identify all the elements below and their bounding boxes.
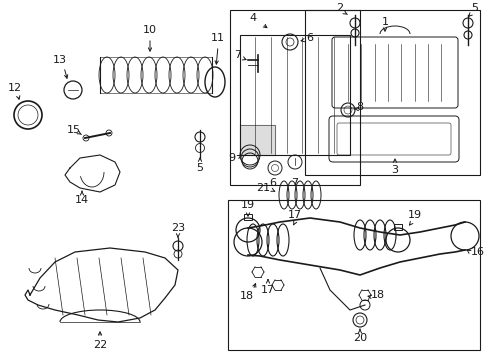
Text: 6: 6 [269,178,276,188]
Text: 7: 7 [291,178,298,188]
Text: 21: 21 [255,183,269,193]
Bar [229,10,359,185]
Text: 19: 19 [407,210,421,220]
Text: 9: 9 [228,153,235,163]
Text: 6: 6 [306,33,313,43]
Text: 13: 13 [53,55,67,65]
Text: 5: 5 [196,163,203,173]
Text: 17: 17 [287,210,302,220]
Bar [305,10,479,175]
Text: 7: 7 [234,50,241,60]
Text: 15: 15 [67,125,81,135]
Text: 2: 2 [336,3,343,13]
Polygon shape [240,125,274,155]
FancyBboxPatch shape [331,37,457,108]
Text: 3: 3 [391,165,398,175]
Circle shape [83,135,89,141]
Text: 17: 17 [261,285,274,295]
Text: 8: 8 [356,102,363,112]
FancyBboxPatch shape [328,116,458,162]
Text: 5: 5 [470,3,478,13]
Text: 18: 18 [370,290,384,300]
Text: 1: 1 [381,17,387,27]
Text: 4: 4 [249,13,256,23]
Text: 16: 16 [470,247,484,257]
Bar [393,224,401,230]
Text: 10: 10 [142,25,157,35]
Text: 11: 11 [210,33,224,43]
Text: 20: 20 [352,333,366,343]
Text: 22: 22 [93,340,107,350]
Circle shape [106,130,112,136]
Bar [240,35,349,155]
Text: 14: 14 [75,195,89,205]
Bar [244,214,251,220]
Text: 18: 18 [240,291,254,301]
Text: 19: 19 [241,200,255,210]
Text: 12: 12 [8,83,22,93]
Text: 23: 23 [171,223,184,233]
Bar [227,200,479,350]
